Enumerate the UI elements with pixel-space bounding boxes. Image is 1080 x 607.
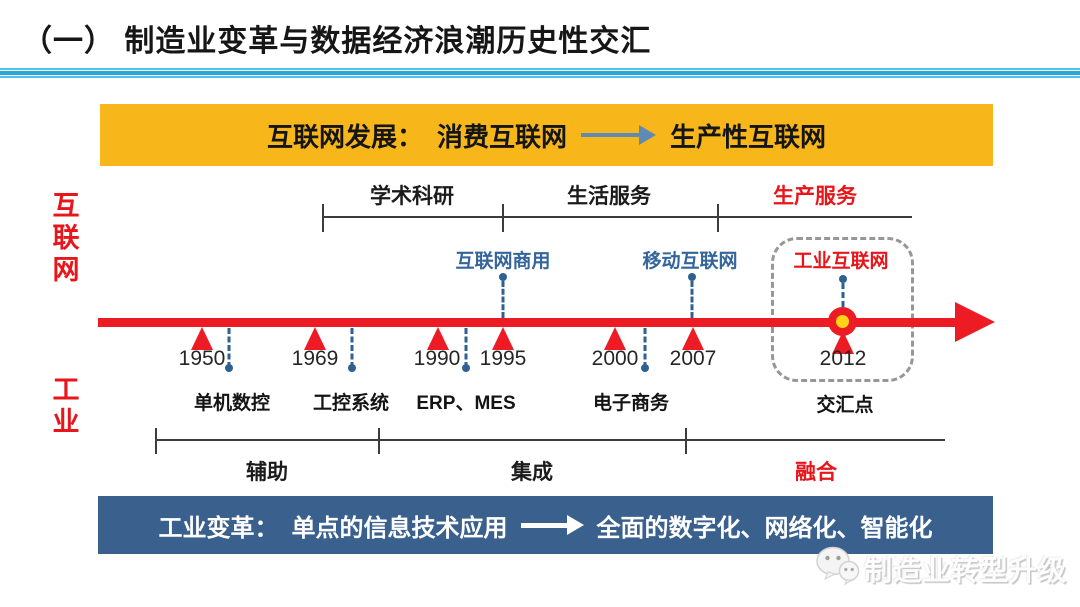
year-1995: 1995 <box>479 347 527 370</box>
marker-2007-icon <box>682 327 704 350</box>
phase-auxiliary: 辅助 <box>246 461 288 484</box>
marker-1969-icon <box>304 327 326 350</box>
internet-phase-tick-2 <box>502 204 504 232</box>
year-1990: 1990 <box>413 347 461 370</box>
connector-down-2000 <box>643 328 647 368</box>
marker-1995-icon <box>492 327 514 350</box>
phase-academic-research: 学术科研 <box>370 185 454 208</box>
year-2000: 2000 <box>591 347 639 370</box>
connector-dot-1990 <box>462 364 470 372</box>
wechat-icon <box>814 545 862 592</box>
phase-life-services: 生活服务 <box>567 185 651 208</box>
year-2007: 2007 <box>669 347 717 370</box>
connector-down-1950 <box>227 328 231 368</box>
internet-phase-tick-3 <box>717 204 719 232</box>
connector-dot-2012 <box>839 275 847 283</box>
marker-1950-icon <box>191 327 213 350</box>
marker-2012-base-icon <box>832 331 854 354</box>
marker-1990-icon <box>427 327 449 350</box>
year-2012: 2012 <box>819 347 867 370</box>
internet-banner-from: 消费互联网 <box>436 121 567 152</box>
connector-dot-1950 <box>225 364 233 372</box>
internet-banner-to: 生产性互联网 <box>670 121 827 152</box>
internet-phase-bracket-line <box>322 216 912 218</box>
milestone-ecommerce: 电子商务 <box>592 393 670 414</box>
industry-banner-from: 单点的信息技术应用 <box>291 514 508 542</box>
timeline-arrowhead-icon <box>955 302 995 342</box>
industry-banner-to: 全面的数字化、网络化、智能化 <box>596 514 933 542</box>
watermark-text: 制造业转型升级 <box>864 554 1068 586</box>
page-number: 2 <box>1046 564 1055 581</box>
internet-development-banner: 互联网发展： 消费互联网 生产性互联网 <box>100 104 993 166</box>
industry-phase-tick-1 <box>155 428 157 454</box>
industry-transformation-banner: 工业变革： 单点的信息技术应用 全面的数字化、网络化、智能化 <box>98 496 993 554</box>
industry-phase-bracket-line <box>155 439 945 441</box>
connector-dot-1969 <box>348 364 356 372</box>
connector-up-2012 <box>841 283 845 307</box>
slide-title: （一） 制造业变革与数据经济浪潮历史性交汇 <box>22 25 652 58</box>
milestone-erp-mes: ERP、MES <box>416 393 516 414</box>
connector-down-1969 <box>350 328 354 368</box>
convergence-point-center-icon <box>836 315 849 328</box>
right-arrow-icon <box>581 125 656 145</box>
milestone-mobile-internet: 移动互联网 <box>642 251 738 272</box>
year-1950: 1950 <box>178 347 226 370</box>
title-separator <box>0 67 1080 79</box>
connector-dot-2007 <box>688 273 696 281</box>
timeline-axis <box>98 318 958 327</box>
industry-phase-tick-2 <box>378 428 380 454</box>
milestone-industrial-internet: 工业互联网 <box>793 251 889 272</box>
connector-up-1995 <box>501 281 505 318</box>
connector-up-2007 <box>690 281 694 318</box>
right-arrow-white-icon <box>520 515 584 535</box>
phase-production-services: 生产服务 <box>773 185 857 208</box>
milestone-standalone-cnc: 单机数控 <box>193 393 271 414</box>
axis-label-internet: 互联网 <box>52 191 80 285</box>
connector-down-1990 <box>464 328 468 368</box>
connector-dot-1995 <box>499 273 507 281</box>
industry-banner-label: 工业变革： <box>158 514 279 542</box>
convergence-dashed-box <box>771 237 914 382</box>
internet-phase-tick-1 <box>322 204 324 232</box>
internet-banner-label: 互联网发展： <box>266 121 423 152</box>
axis-label-industry: 工业 <box>52 375 80 437</box>
connector-dot-2000 <box>641 364 649 372</box>
year-1969: 1969 <box>291 347 339 370</box>
phase-integration: 集成 <box>511 461 553 484</box>
watermark: 制造业转型升级 <box>814 545 1067 592</box>
industry-phase-tick-3 <box>685 428 687 454</box>
milestone-industrial-control: 工控系统 <box>312 393 390 414</box>
phase-fusion: 融合 <box>795 461 837 484</box>
milestone-convergence-point: 交汇点 <box>816 395 874 416</box>
milestone-internet-commercial: 互联网商用 <box>455 251 551 272</box>
marker-2000-icon <box>604 327 626 350</box>
